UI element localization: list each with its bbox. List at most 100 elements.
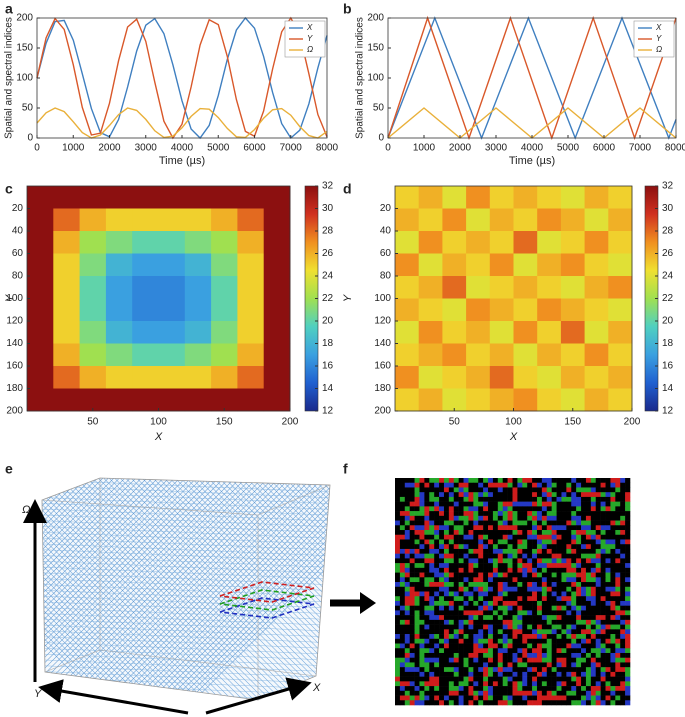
pixel: [585, 662, 592, 668]
heat-cell: [560, 298, 585, 322]
pixel: [502, 619, 508, 625]
pixel: [536, 544, 543, 550]
pixel: [419, 482, 425, 488]
lattice-line: [178, 478, 330, 700]
pixel: [595, 686, 601, 692]
pixel: [610, 634, 616, 640]
pixel: [546, 634, 552, 640]
pixel: [527, 610, 533, 616]
pixel: [517, 492, 523, 498]
pixel: [517, 596, 523, 602]
pixel: [429, 681, 435, 687]
pixel: [502, 591, 508, 597]
pixel: [434, 615, 440, 621]
pixel: [600, 539, 606, 545]
pixel: [453, 634, 459, 640]
pixel: [507, 662, 513, 668]
pixel: [532, 681, 538, 687]
heat-cell: [105, 388, 133, 412]
pixel: [541, 496, 548, 502]
pixel: [522, 619, 528, 625]
pixel: [605, 496, 611, 502]
pixel: [561, 525, 567, 531]
heat-cell: [184, 186, 212, 209]
pixel: [620, 695, 626, 701]
lattice-line: [42, 478, 200, 700]
pixel: [478, 681, 484, 687]
pixel: [419, 515, 425, 521]
pixel: [600, 567, 606, 573]
heat-cell: [442, 186, 467, 209]
pixel: [399, 690, 406, 696]
pixel: [395, 615, 401, 621]
pixel: [581, 652, 587, 659]
pixel: [610, 657, 616, 663]
heat-cell: [105, 186, 133, 209]
pixel: [483, 681, 489, 687]
pixel: [424, 657, 430, 663]
pixel: [502, 624, 508, 630]
pixel: [443, 667, 450, 673]
pixel: [424, 638, 430, 644]
pixel: [473, 530, 479, 536]
pixel: [541, 591, 548, 597]
pixel: [448, 501, 455, 507]
pixel: [585, 520, 592, 526]
pixel: [581, 530, 587, 536]
pixel: [571, 511, 577, 517]
heat-cell: [184, 321, 212, 344]
pixel: [429, 671, 435, 677]
pixel: [527, 667, 533, 673]
pixel: [620, 610, 626, 616]
heat-cell: [466, 186, 491, 209]
lattice-line: [42, 613, 330, 626]
pixel: [527, 515, 533, 521]
pixel: [434, 478, 440, 484]
pixel: [473, 586, 479, 592]
pixel: [532, 520, 538, 526]
pixel: [536, 496, 543, 502]
pixel: [443, 652, 450, 659]
heat-cell: [560, 186, 585, 209]
pixel: [541, 506, 548, 512]
pixel: [600, 482, 606, 488]
pixel: [536, 667, 543, 673]
pixel: [600, 690, 606, 696]
pixel: [419, 506, 425, 512]
lattice-line: [42, 497, 330, 510]
pixel: [488, 558, 494, 564]
pixel: [448, 548, 455, 554]
pixel: [551, 492, 557, 498]
pixel: [502, 662, 508, 668]
pixel: [424, 610, 430, 616]
pixel: [502, 530, 508, 536]
pixel: [434, 548, 440, 554]
pixel: [458, 605, 464, 611]
lattice-line: [42, 478, 205, 700]
pixel: [561, 548, 567, 554]
pixel: [502, 544, 508, 550]
pixel: [566, 558, 572, 564]
pixel: [610, 496, 616, 502]
y-tick-label: 140: [374, 338, 391, 349]
pixel: [439, 667, 445, 673]
pixel: [620, 487, 626, 493]
pixel: [590, 676, 597, 682]
pixel: [488, 591, 494, 597]
pixel: [468, 506, 474, 512]
pixel: [468, 567, 474, 573]
pixel: [473, 567, 479, 573]
pixel: [502, 577, 508, 583]
pixel: [502, 582, 508, 588]
pixel: [443, 558, 450, 564]
pixel: [590, 619, 597, 625]
pixel: [404, 648, 410, 654]
colorbar-tick-label: 26: [662, 248, 674, 259]
pixel: [414, 686, 420, 692]
pixel: [585, 487, 592, 493]
pixel: [546, 534, 552, 540]
heat-cell: [537, 298, 562, 322]
pixel: [620, 567, 626, 573]
heat-cell: [442, 298, 467, 322]
pixel: [443, 496, 450, 502]
